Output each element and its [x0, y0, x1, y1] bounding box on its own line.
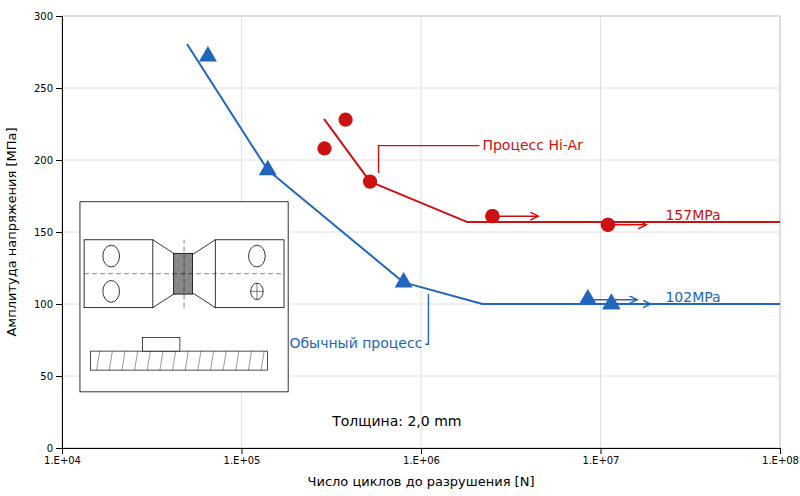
y-grid-line: [62, 88, 780, 89]
specimen-hatch: [97, 351, 100, 370]
runout-point: [602, 294, 620, 310]
x-tick-label: 1.E+05: [224, 455, 261, 466]
specimen-hatch: [261, 351, 264, 370]
scatter-series: [199, 46, 620, 309]
x-axis: 1.E+04 1.E+05 1.E+06 1.E+07 1.E+08: [44, 448, 799, 466]
x-tick-label: 1.E+07: [583, 455, 620, 466]
annotation-text: Обычный процесс: [289, 335, 422, 351]
y-tick: 300: [34, 11, 62, 22]
annotation-text: Процесс Hi-Ar: [482, 137, 583, 153]
annotation-connector: [425, 294, 428, 344]
y-tick-mark: [56, 232, 62, 233]
annotations: Процесс Hi-Ar Обычный процесс Толщина: 2,0…: [289, 137, 720, 429]
y-tick-mark: [56, 304, 62, 305]
specimen-crosshair: [251, 291, 263, 292]
scatter-series: [485, 209, 646, 232]
data-point: [579, 289, 597, 305]
specimen-hole: [103, 245, 120, 267]
data-point: [317, 141, 331, 155]
specimen-hatch: [109, 351, 112, 370]
y-axis-title: Амплитуда напряжения [МПа]: [4, 127, 19, 336]
data-point: [363, 174, 377, 188]
y-tick: 150: [34, 227, 62, 238]
data-point: [259, 160, 277, 176]
x-axis-title: Число циклов до разрушения [N]: [308, 474, 535, 489]
y-tick-label: 250: [34, 83, 53, 94]
y-tick: 50: [40, 371, 62, 382]
sn-line: [187, 45, 780, 304]
x-tick: 1.E+05: [224, 448, 261, 466]
plot-frame: [62, 16, 780, 448]
data-point: [199, 46, 217, 62]
data-point: [338, 113, 352, 127]
specimen-hatch: [173, 351, 176, 370]
specimen-hole: [251, 283, 263, 299]
x-tick: 1.E+07: [583, 448, 620, 466]
y-tick: 200: [34, 155, 62, 166]
x-tick-mark: [421, 448, 422, 454]
x-tick-label: 1.E+06: [403, 455, 440, 466]
y-tick-label: 50: [40, 371, 53, 382]
y-tick-mark: [56, 160, 62, 161]
specimen-tab: [142, 338, 179, 352]
chart: 1.E+04 1.E+05 1.E+06 1.E+07 1.E+08 0 50 100 150 2…: [0, 0, 800, 496]
x-tick: 1.E+06: [403, 448, 440, 466]
y-tick: 0: [47, 443, 62, 454]
x-tick-mark: [242, 448, 243, 454]
annotation-text: Толщина: 2,0 mm: [331, 413, 461, 429]
scatter-series: [579, 289, 651, 309]
specimen-hatch: [160, 351, 163, 370]
specimen-hatch: [122, 351, 125, 370]
annotation-text: 157MPa: [665, 207, 720, 223]
specimen-hatch: [248, 351, 251, 370]
x-axis-line: [63, 449, 781, 455]
y-tick-label: 150: [34, 227, 53, 238]
annotation-connector: [379, 146, 480, 173]
plot-area: [187, 45, 780, 309]
specimen-hatch: [223, 351, 226, 370]
y-tick: 100: [34, 299, 62, 310]
specimen-plate: [90, 351, 267, 370]
grid: [62, 16, 780, 448]
runout-point: [485, 209, 499, 223]
annotation-text: 102MPa: [665, 289, 720, 305]
x-tick-label: 1.E+04: [44, 455, 81, 466]
specimen-hatch: [236, 351, 239, 370]
y-tick: 250: [34, 83, 62, 94]
runout-point: [601, 218, 615, 232]
y-grid-line: [62, 160, 780, 161]
x-tick-mark: [780, 448, 781, 454]
x-tick-mark: [601, 448, 602, 454]
specimen-hatch: [185, 351, 188, 370]
specimen-hatch: [210, 351, 213, 370]
data-point: [485, 209, 499, 223]
specimen-hatch: [135, 351, 138, 370]
y-tick-label: 200: [34, 155, 53, 166]
data-point: [602, 294, 620, 310]
y-tick-label: 0: [47, 443, 53, 454]
specimen-pad: [215, 240, 284, 308]
y-axis-line: [56, 17, 63, 449]
y-axis: 0 50 100 150 200 250 300: [34, 11, 63, 454]
specimen-hatch: [198, 351, 201, 370]
inset-frame: [80, 202, 288, 392]
y-tick-mark: [56, 16, 62, 17]
data-point: [601, 218, 615, 232]
specimen-hole: [103, 281, 120, 303]
data-point: [395, 272, 413, 288]
y-tick-label: 100: [34, 299, 53, 310]
specimen-centerline: [184, 240, 185, 308]
x-tick: 1.E+08: [762, 448, 799, 466]
specimen-inset: [80, 202, 288, 392]
specimen-hole: [249, 245, 266, 267]
specimen-hatch: [147, 351, 150, 370]
y-tick-label: 300: [34, 11, 53, 22]
y-tick-mark: [56, 376, 62, 377]
x-tick-label: 1.E+08: [762, 455, 799, 466]
y-tick-mark: [56, 448, 62, 449]
scatter-series: [317, 113, 615, 232]
y-tick-mark: [56, 88, 62, 89]
runout-point: [579, 289, 597, 305]
